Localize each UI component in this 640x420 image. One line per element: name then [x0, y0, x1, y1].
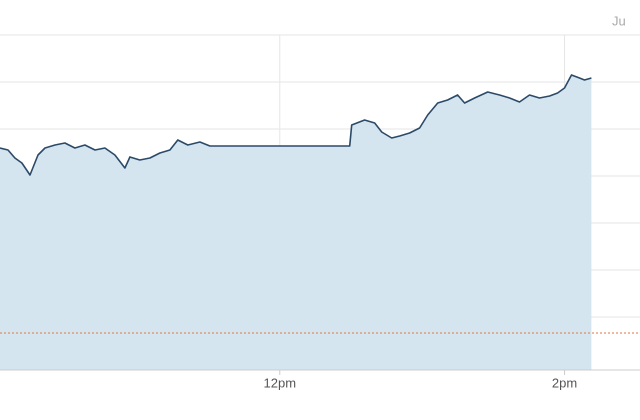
x-tick-label: 12pm: [264, 375, 297, 390]
area-fill: [0, 75, 592, 370]
price-line: [0, 74, 592, 176]
date-label: Ju: [612, 13, 626, 28]
x-tick-label: 2pm: [552, 375, 577, 390]
